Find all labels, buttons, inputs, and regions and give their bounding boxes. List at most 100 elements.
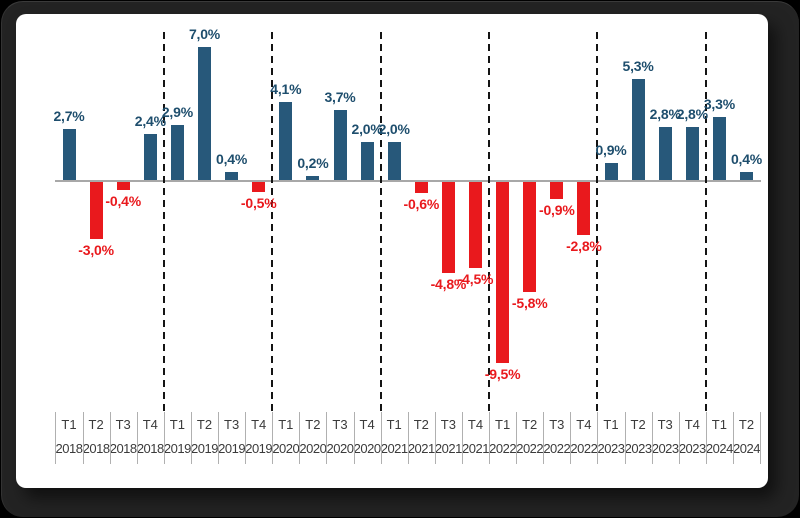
bar-2018-t3	[116, 182, 130, 190]
quarter-label: T2	[88, 417, 104, 432]
year-label: 2020	[272, 441, 300, 456]
bar-2019-t4	[252, 182, 266, 192]
axis-cell: T2 2018	[83, 412, 110, 464]
bar-2022-t3	[550, 182, 564, 200]
axis-cell: T1 2018	[55, 412, 83, 464]
year-separator-line	[704, 32, 707, 412]
axis-tick	[380, 412, 382, 464]
quarter-label: T1	[386, 417, 402, 432]
bar-2023-t4	[685, 126, 699, 180]
axis-cell: T2 2020	[299, 412, 326, 464]
quarter-label: T2	[413, 417, 429, 432]
axis-cell: T4 2022	[570, 412, 597, 464]
quarter-label: T4	[251, 417, 267, 432]
bar-value-label: -0,5%	[240, 194, 277, 211]
axis-tick	[516, 412, 518, 464]
bar-value-label: 2,7%	[53, 107, 85, 124]
axis-cell: T3 2020	[326, 412, 354, 464]
year-label: 2019	[163, 441, 191, 456]
axis-tick	[434, 412, 436, 464]
year-separator-line	[379, 32, 382, 412]
axis-tick	[732, 412, 734, 464]
chart-panel: T1 2018 T2 2018 T3 2018 T4 2018 T1 2019 T2 2019 T3 20…	[16, 14, 768, 488]
bar-value-label: 2,9%	[161, 103, 193, 120]
axis-tick	[705, 412, 707, 464]
bar-value-label: -0,4%	[105, 192, 141, 209]
quarter-label: T1	[603, 417, 619, 432]
bar-2023-t3	[658, 126, 672, 180]
year-label: 2023	[651, 441, 679, 456]
bar-2019-t3	[225, 172, 239, 180]
year-separator-line	[488, 32, 491, 412]
axis-cell: T4 2020	[354, 412, 381, 464]
bar-value-label: -0,6%	[403, 196, 440, 213]
bar-2018-t4	[143, 134, 157, 180]
axis-cell: T2 2023	[625, 412, 652, 464]
axis-tick	[597, 412, 599, 464]
bar-2019-t2	[198, 47, 211, 180]
axis-cell: T1 2021	[381, 412, 408, 464]
year-label: 2019	[245, 441, 273, 456]
quarter-label: T3	[224, 417, 240, 432]
bar-2024-t2	[740, 172, 753, 180]
year-label: 2021	[462, 441, 489, 456]
bar-2019-t1	[170, 124, 184, 180]
axis-tick	[190, 412, 192, 464]
axis-cell: T4 2023	[679, 412, 706, 464]
zero-axis-line	[55, 180, 761, 182]
bar-value-label: 0,4%	[730, 151, 763, 168]
bar-2021-t3	[441, 182, 455, 274]
quarter-label: T4	[142, 417, 158, 432]
quarter-label: T3	[332, 417, 348, 432]
bar-2021-t4	[469, 182, 482, 268]
axis-cell: T2 2024	[733, 412, 760, 464]
axis-tick	[272, 412, 274, 464]
axis-tick	[82, 412, 84, 464]
year-label: 2021	[380, 441, 408, 456]
axis-tick	[543, 412, 545, 464]
bar-value-label: 0,4%	[216, 151, 248, 168]
year-label: 2021	[407, 441, 435, 456]
quarter-label: T2	[630, 417, 646, 432]
bar-value-label: 3,7%	[324, 88, 356, 105]
year-label: 2019	[191, 441, 218, 456]
bar-value-label: 2,8%	[649, 105, 681, 122]
x-axis: T1 2018 T2 2018 T3 2018 T4 2018 T1 2019 T2 2019 T3 20…	[16, 412, 768, 468]
bar-2018-t1	[62, 128, 76, 180]
year-label: 2018	[82, 441, 110, 456]
year-label: 2021	[434, 441, 462, 456]
year-label: 2024	[705, 441, 733, 456]
bar-2023-t1	[604, 162, 618, 180]
year-label: 2022	[543, 441, 571, 456]
quarter-label: T3	[115, 417, 131, 432]
year-label: 2022	[489, 441, 517, 456]
bar-value-label: 2,0%	[378, 121, 410, 137]
axis-tick	[624, 412, 626, 464]
axis-cell: T2 2019	[191, 412, 218, 464]
quarter-label: T3	[440, 417, 456, 432]
bar-value-label: 4,1%	[270, 81, 302, 98]
quarter-label: T1	[495, 417, 511, 432]
year-label: 2020	[299, 441, 327, 456]
axis-cell: T3 2019	[218, 412, 245, 464]
axis-tick	[218, 412, 220, 464]
axis-cell: T3 2021	[435, 412, 462, 464]
bar-value-label: -0,9%	[539, 202, 575, 219]
bar-value-label: 3,3%	[703, 96, 735, 113]
bar-value-label: -4,5%	[457, 270, 494, 287]
quarter-label: T2	[196, 417, 213, 432]
axis-tick	[678, 412, 680, 464]
bar-value-label: -4,8%	[430, 276, 467, 293]
quarter-label: T4	[576, 417, 592, 432]
axis-cell: T4 2018	[137, 412, 164, 464]
bar-value-label: -5,8%	[511, 295, 548, 312]
year-label: 2022	[570, 441, 598, 456]
axis-tick	[353, 412, 355, 464]
quarter-label: T4	[467, 417, 484, 432]
axis-tick	[163, 412, 165, 464]
quarter-label: T3	[549, 417, 565, 432]
quarter-label: T2	[305, 417, 321, 432]
bar-value-label: 7,0%	[188, 26, 221, 42]
year-label: 2023	[624, 441, 652, 456]
